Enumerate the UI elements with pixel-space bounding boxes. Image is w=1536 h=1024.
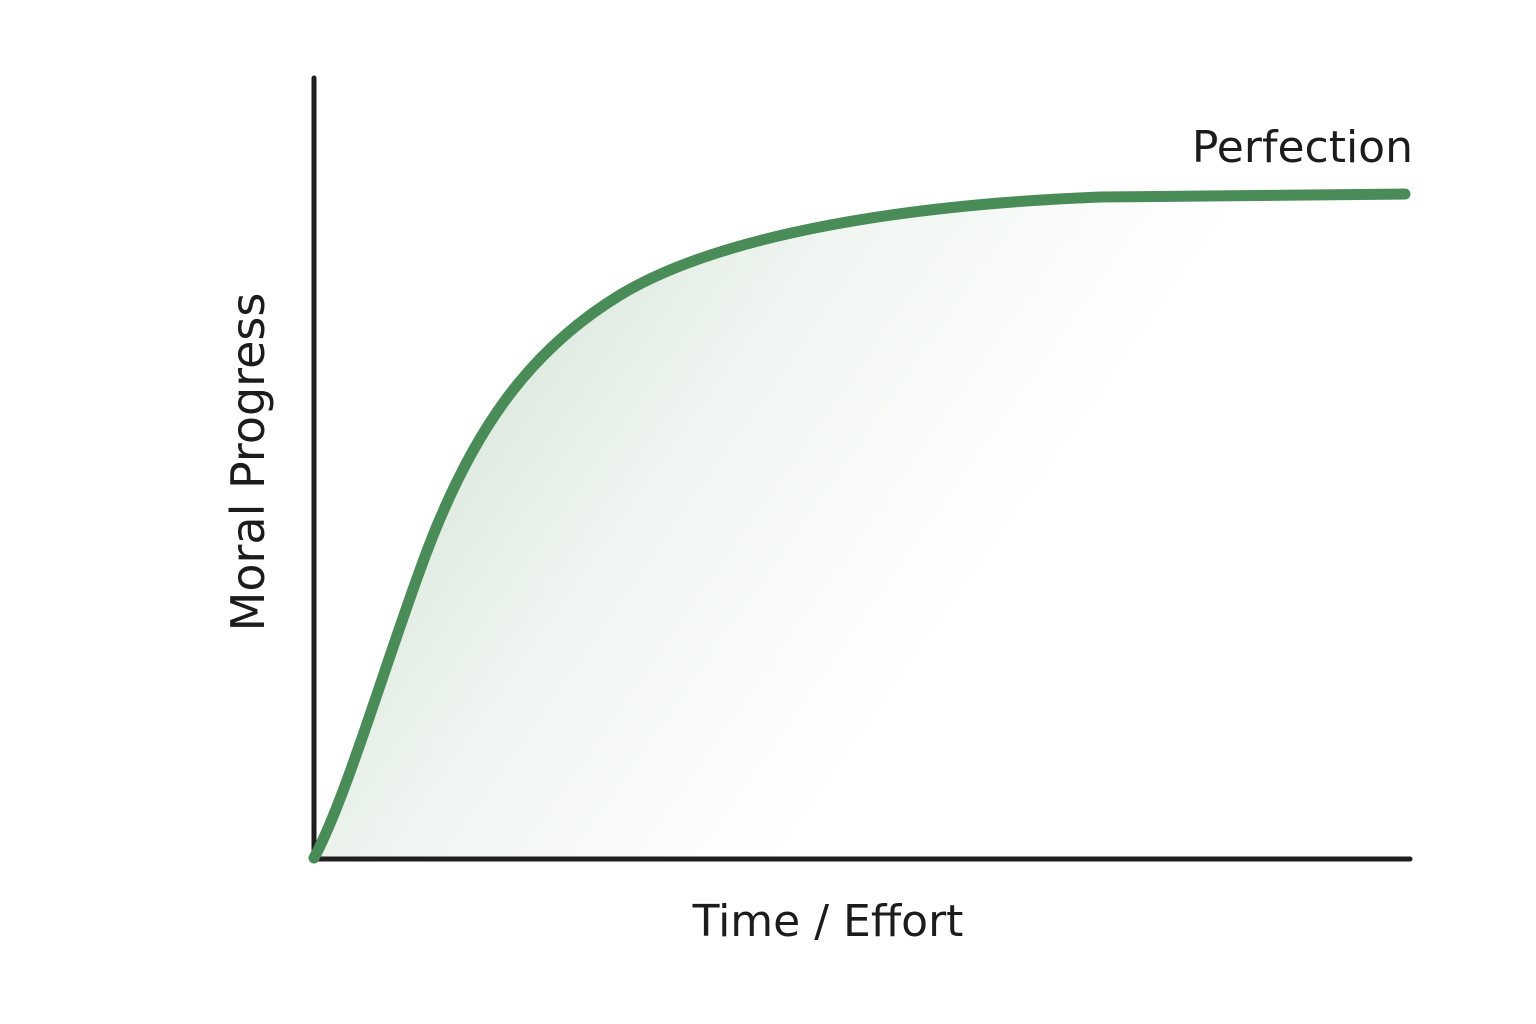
curve-fill bbox=[314, 194, 1405, 858]
annotation: Perfection bbox=[1192, 122, 1413, 173]
x-axis-label: Time / Effort bbox=[692, 896, 964, 947]
progress-curve bbox=[308, 188, 1411, 864]
y-axis-label: Moral Progress bbox=[221, 293, 275, 632]
